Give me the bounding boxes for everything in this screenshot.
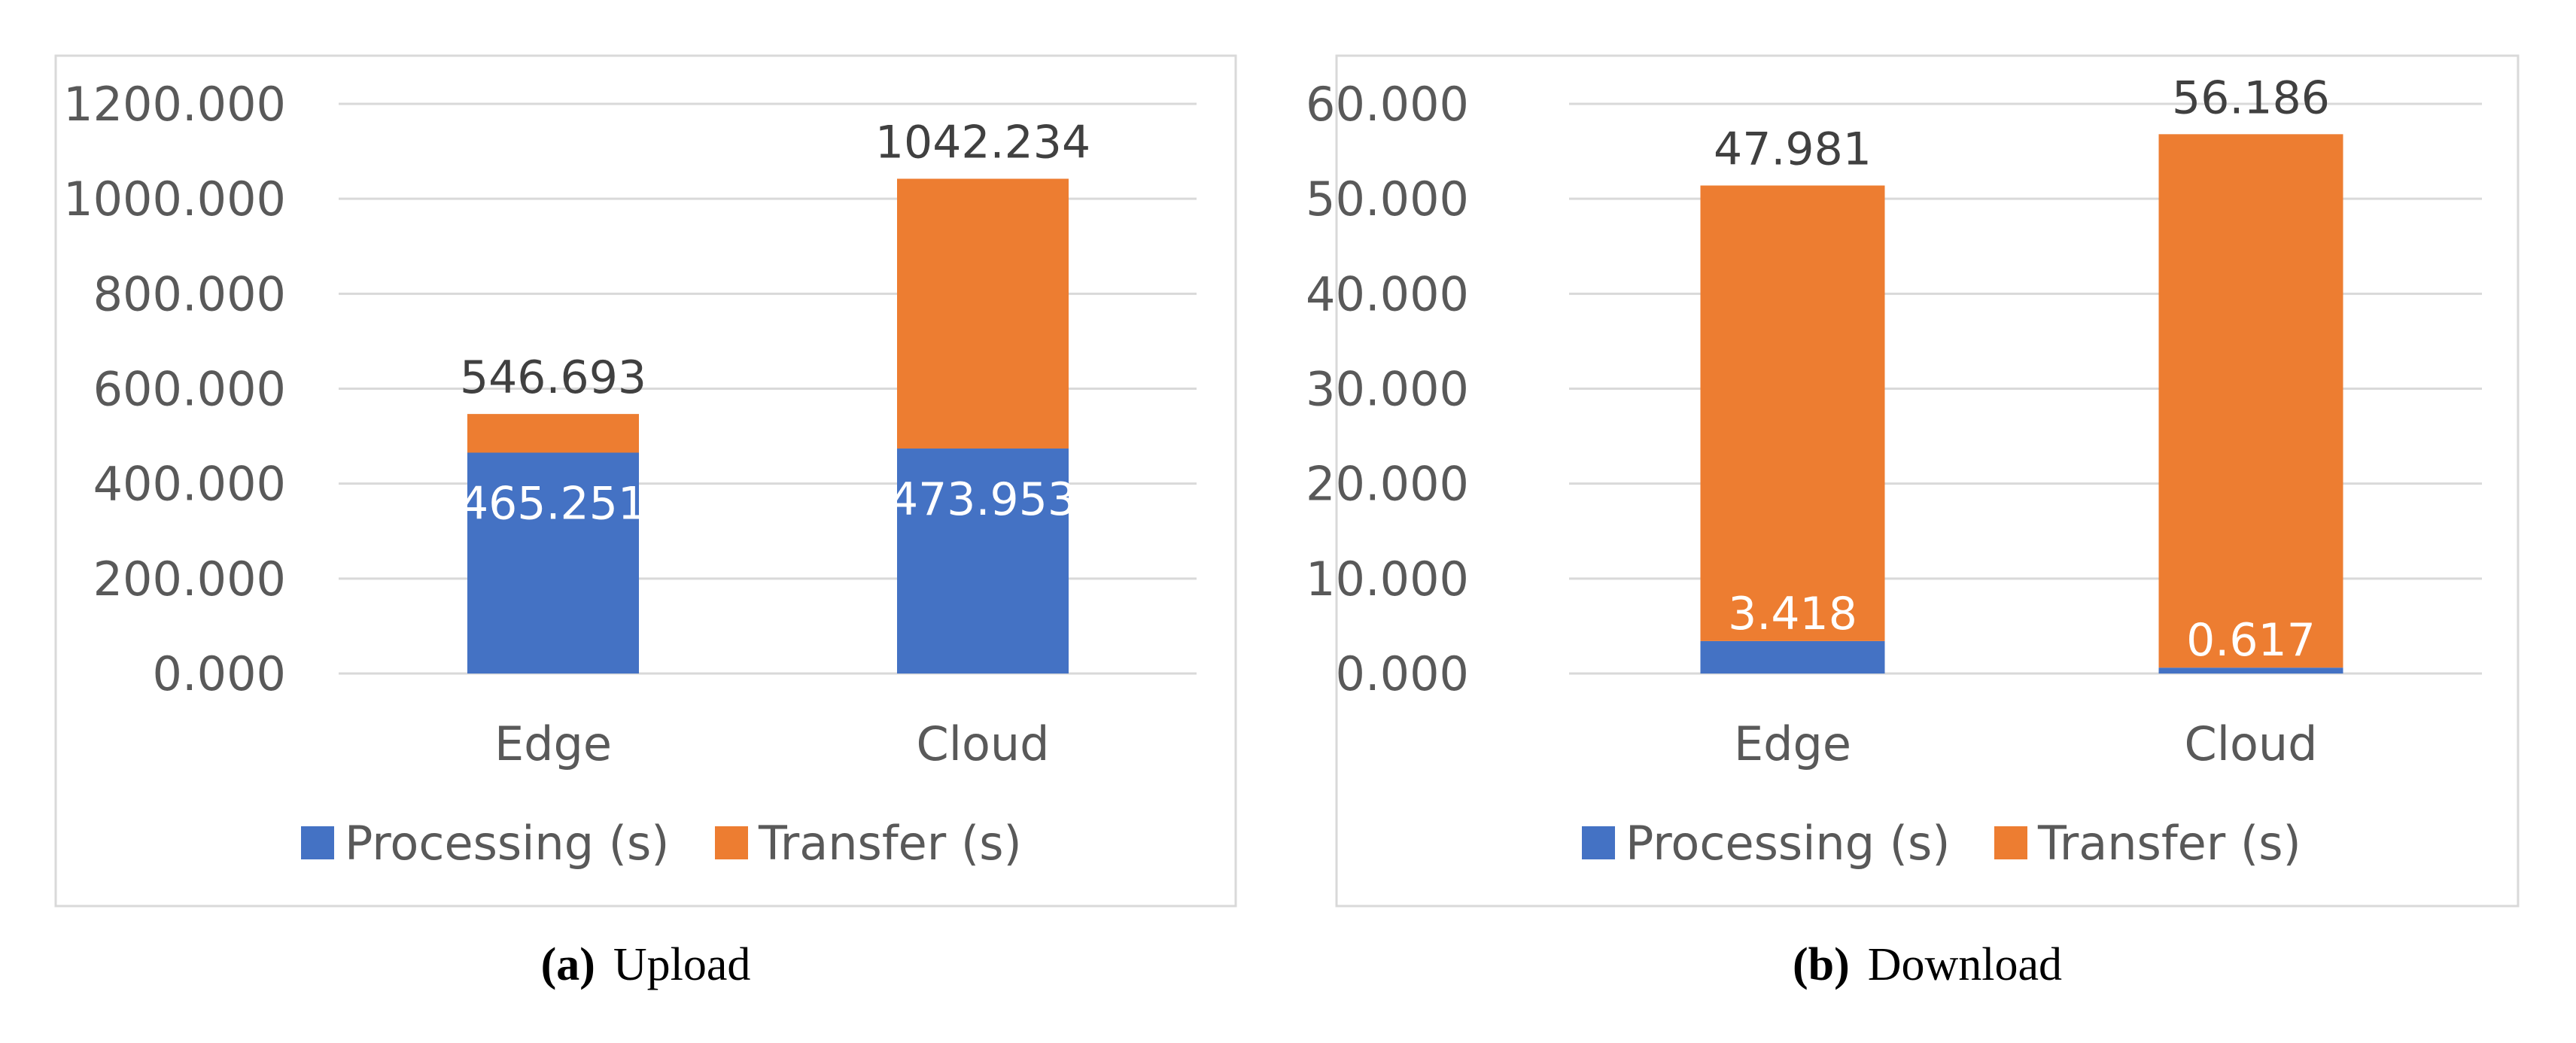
- caption: (b) Download: [1793, 939, 2062, 990]
- data-label-processing: 465.251: [460, 478, 646, 531]
- data-label-transfer: 56.186: [2172, 71, 2330, 124]
- bar-transfer: [897, 178, 1069, 449]
- x-axis: Edge Cloud: [494, 716, 1050, 771]
- y-tick-label: 60.000: [1306, 77, 1469, 132]
- legend-label-processing: Processing (s): [345, 816, 669, 871]
- y-tick-label: 400.000: [93, 457, 286, 512]
- legend-swatch-transfer: [1994, 826, 2027, 859]
- y-tick-label: 20.000: [1306, 457, 1469, 512]
- y-axis: 0.000 10.000 20.000 30.000 40.000 50.000 60.00…: [1306, 77, 1469, 701]
- caption-text: Upload: [613, 939, 751, 990]
- bar-processing: [897, 449, 1069, 674]
- y-tick-label: 0.000: [1336, 646, 1470, 701]
- y-tick-label: 200.000: [93, 552, 286, 607]
- data-label-total: 1042.234: [875, 117, 1090, 169]
- y-tick-label: 1000.000: [63, 172, 286, 227]
- data-label-processing: 0.617: [2186, 614, 2316, 667]
- caption: (a) Upload: [541, 939, 751, 990]
- y-tick-label: 10.000: [1306, 552, 1469, 607]
- upload-chart: 0.000 200.000 400.000 600.000 800.000 1000.00…: [54, 54, 1237, 990]
- download-chart: 0.000 10.000 20.000 30.000 40.000 50.000 60.00…: [1306, 54, 2520, 990]
- legend: Processing (s) Transfer (s): [301, 816, 1022, 871]
- legend-swatch-processing: [301, 826, 334, 859]
- bar-transfer: [2158, 134, 2343, 668]
- x-tick-label: Cloud: [916, 716, 1049, 771]
- y-tick-label: 800.000: [93, 266, 286, 321]
- y-tick-label: 30.000: [1306, 362, 1469, 417]
- x-tick-label: Edge: [1734, 716, 1851, 771]
- bar-transfer: [1700, 185, 1885, 641]
- y-tick-label: 600.000: [93, 362, 286, 417]
- x-tick-label: Cloud: [2184, 716, 2317, 771]
- bars: [467, 178, 1069, 674]
- y-tick-label: 0.000: [153, 646, 287, 701]
- y-axis: 0.000 200.000 400.000 600.000 800.000 1000.00…: [63, 77, 286, 701]
- bar-processing: [1700, 640, 1885, 674]
- data-labels: 465.251 546.693 473.953 1042.234: [460, 117, 1090, 531]
- bar-processing: [467, 452, 639, 674]
- data-label-processing: 3.418: [1728, 588, 1857, 640]
- data-labels: 3.418 47.981 0.617 56.186: [1714, 71, 2330, 667]
- legend: Processing (s) Transfer (s): [1582, 816, 2301, 871]
- x-axis: Edge Cloud: [1734, 716, 2318, 771]
- bar-processing: [2158, 667, 2343, 674]
- data-label-total: 546.693: [460, 351, 646, 404]
- y-tick-label: 1200.000: [63, 77, 286, 132]
- y-tick-label: 40.000: [1306, 266, 1469, 321]
- legend-swatch-transfer: [715, 826, 748, 859]
- caption-label: (b): [1793, 939, 1850, 990]
- legend-label-transfer: Transfer (s): [2037, 816, 2301, 871]
- bars: [1700, 134, 2343, 674]
- data-label-transfer: 47.981: [1714, 123, 1872, 176]
- legend-swatch-processing: [1582, 826, 1615, 859]
- caption-label: (a): [541, 939, 595, 990]
- y-tick-label: 50.000: [1306, 172, 1469, 227]
- x-tick-label: Edge: [494, 716, 612, 771]
- legend-label-transfer: Transfer (s): [758, 816, 1022, 871]
- data-label-processing: 473.953: [890, 473, 1076, 526]
- bar-transfer: [467, 414, 639, 453]
- legend-label-processing: Processing (s): [1626, 816, 1950, 871]
- caption-text: Download: [1868, 939, 2062, 990]
